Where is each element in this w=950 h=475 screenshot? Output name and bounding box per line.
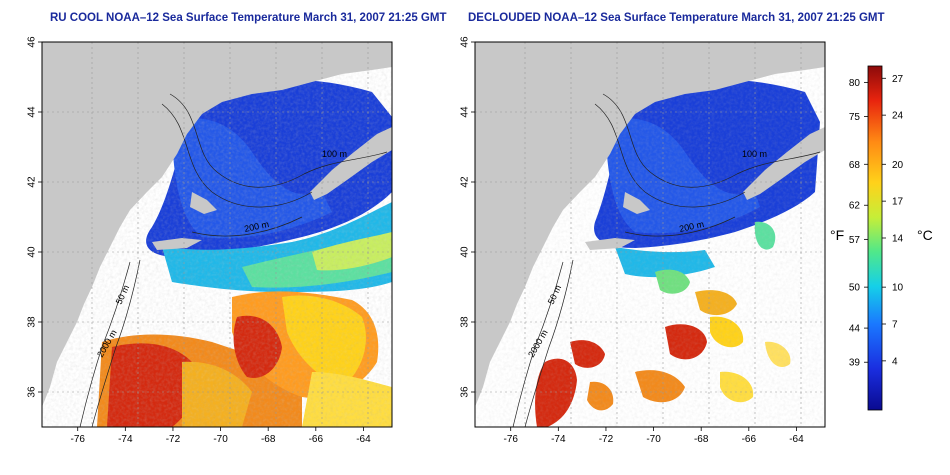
lat-tick-label: 36 bbox=[460, 386, 471, 398]
lat-tick-label: 46 bbox=[460, 36, 471, 48]
lat-tick-label: 38 bbox=[460, 316, 471, 328]
celsius-tick-label: 10 bbox=[892, 283, 904, 294]
contour-label: 100 m bbox=[322, 149, 347, 159]
lon-tick-label: -72 bbox=[166, 434, 181, 445]
lon-tick-label: -70 bbox=[646, 434, 661, 445]
celsius-tick-label: 20 bbox=[892, 160, 904, 171]
lat-tick-label: 44 bbox=[27, 106, 38, 118]
left-map bbox=[41, 41, 393, 428]
lon-tick-label: -64 bbox=[356, 434, 371, 445]
lon-tick-label: -66 bbox=[742, 434, 757, 445]
lon-tick-label: -76 bbox=[70, 434, 85, 445]
fahrenheit-tick-label: 68 bbox=[849, 160, 861, 171]
lon-tick-label: -74 bbox=[551, 434, 566, 445]
colorbar bbox=[867, 65, 883, 411]
fahrenheit-tick-label: 75 bbox=[849, 112, 861, 123]
left-map-title: RU COOL NOAA–12 Sea Surface Temperature … bbox=[50, 12, 447, 24]
fahrenheit-tick-label: 57 bbox=[849, 235, 861, 246]
lon-tick-label: -74 bbox=[118, 434, 133, 445]
lat-tick-label: 38 bbox=[27, 316, 38, 328]
celsius-unit-label: °C bbox=[917, 227, 933, 243]
lon-tick-label: -72 bbox=[599, 434, 614, 445]
lat-tick-label: 40 bbox=[460, 246, 471, 258]
right-map-title: DECLOUDED NOAA–12 Sea Surface Temperatur… bbox=[468, 12, 885, 24]
contour-label: 100 m bbox=[742, 149, 767, 159]
right-map bbox=[474, 41, 826, 428]
celsius-tick-label: 7 bbox=[892, 320, 898, 331]
celsius-tick-label: 4 bbox=[892, 356, 898, 367]
celsius-tick-label: 14 bbox=[892, 234, 904, 245]
fahrenheit-unit-label: °F bbox=[830, 227, 845, 243]
celsius-tick-label: 27 bbox=[892, 74, 904, 85]
lon-tick-label: -68 bbox=[694, 434, 709, 445]
lon-tick-label: -64 bbox=[789, 434, 804, 445]
lat-tick-label: 42 bbox=[460, 176, 471, 188]
fahrenheit-tick-label: 80 bbox=[849, 78, 861, 89]
fahrenheit-tick-label: 62 bbox=[849, 201, 861, 212]
fahrenheit-tick-label: 39 bbox=[849, 358, 861, 369]
celsius-tick-label: 17 bbox=[892, 197, 904, 208]
fahrenheit-tick-label: 44 bbox=[849, 324, 861, 335]
fahrenheit-tick-label: 50 bbox=[849, 283, 861, 294]
lon-tick-label: -68 bbox=[261, 434, 276, 445]
lat-tick-label: 40 bbox=[27, 246, 38, 258]
lat-tick-label: 46 bbox=[27, 36, 38, 48]
lat-tick-label: 44 bbox=[460, 106, 471, 118]
lat-tick-label: 42 bbox=[27, 176, 38, 188]
lon-tick-label: -76 bbox=[503, 434, 518, 445]
celsius-tick-label: 24 bbox=[892, 111, 904, 122]
lon-tick-label: -70 bbox=[213, 434, 228, 445]
lon-tick-label: -66 bbox=[309, 434, 324, 445]
lat-tick-label: 36 bbox=[27, 386, 38, 398]
